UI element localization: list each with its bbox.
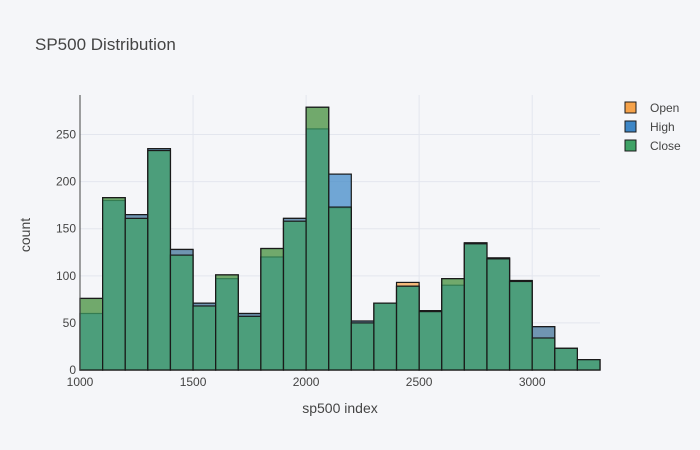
bar-close <box>441 278 465 371</box>
bar-close <box>508 280 533 371</box>
legend-swatch <box>624 120 637 133</box>
bar-close <box>282 220 307 371</box>
bar-close <box>395 285 420 371</box>
bar-close <box>373 302 398 371</box>
bar-close <box>192 305 217 371</box>
x-axis-label: sp500 index <box>302 400 378 416</box>
bar-close <box>418 311 443 371</box>
bar-close <box>124 217 149 371</box>
legend-item-open[interactable]: Open <box>624 101 679 115</box>
legend-swatch <box>624 139 637 152</box>
legend-item-close[interactable]: Close <box>624 139 681 153</box>
legend-swatch <box>624 101 637 114</box>
bar-close <box>486 258 511 371</box>
y-tick-label: 200 <box>56 175 76 189</box>
x-tick-label: 1500 <box>180 375 207 389</box>
y-tick-label: 150 <box>56 222 76 236</box>
x-tick-label: 1000 <box>67 375 94 389</box>
legend-label: High <box>650 120 675 134</box>
y-tick-label: 50 <box>63 316 77 330</box>
chart-title: SP500 Distribution <box>35 35 176 54</box>
y-tick-label: 250 <box>56 128 76 142</box>
bar-close <box>305 106 330 371</box>
y-tick-label: 0 <box>69 363 76 377</box>
legend-label: Close <box>650 139 681 153</box>
bar-close <box>147 149 172 371</box>
bar-close <box>215 274 239 371</box>
x-tick-label: 3000 <box>519 375 546 389</box>
x-tick-label: 2000 <box>293 375 320 389</box>
bar-close <box>79 297 104 371</box>
bar-close <box>237 315 262 371</box>
bar-close <box>576 359 601 371</box>
x-axis-ticks: 1000 1500 2000 2500 3000 <box>67 375 546 389</box>
bar-close <box>328 206 352 371</box>
legend: Open High Close <box>624 101 681 153</box>
bar-close <box>531 337 556 371</box>
legend-label: Open <box>650 101 679 115</box>
bars <box>79 106 601 371</box>
y-axis-ticks: 0 50 100 150 200 250 <box>56 128 76 377</box>
y-axis-label: count <box>17 218 33 252</box>
y-tick-label: 100 <box>56 269 76 283</box>
x-tick-label: 2500 <box>406 375 433 389</box>
bar-close <box>102 197 126 371</box>
bar-close <box>169 254 194 371</box>
bar-close <box>463 243 488 371</box>
series-close <box>79 106 601 371</box>
legend-item-high[interactable]: High <box>624 120 675 134</box>
bar-close <box>260 247 285 371</box>
bar-close <box>350 322 375 371</box>
bar-close <box>554 347 578 371</box>
